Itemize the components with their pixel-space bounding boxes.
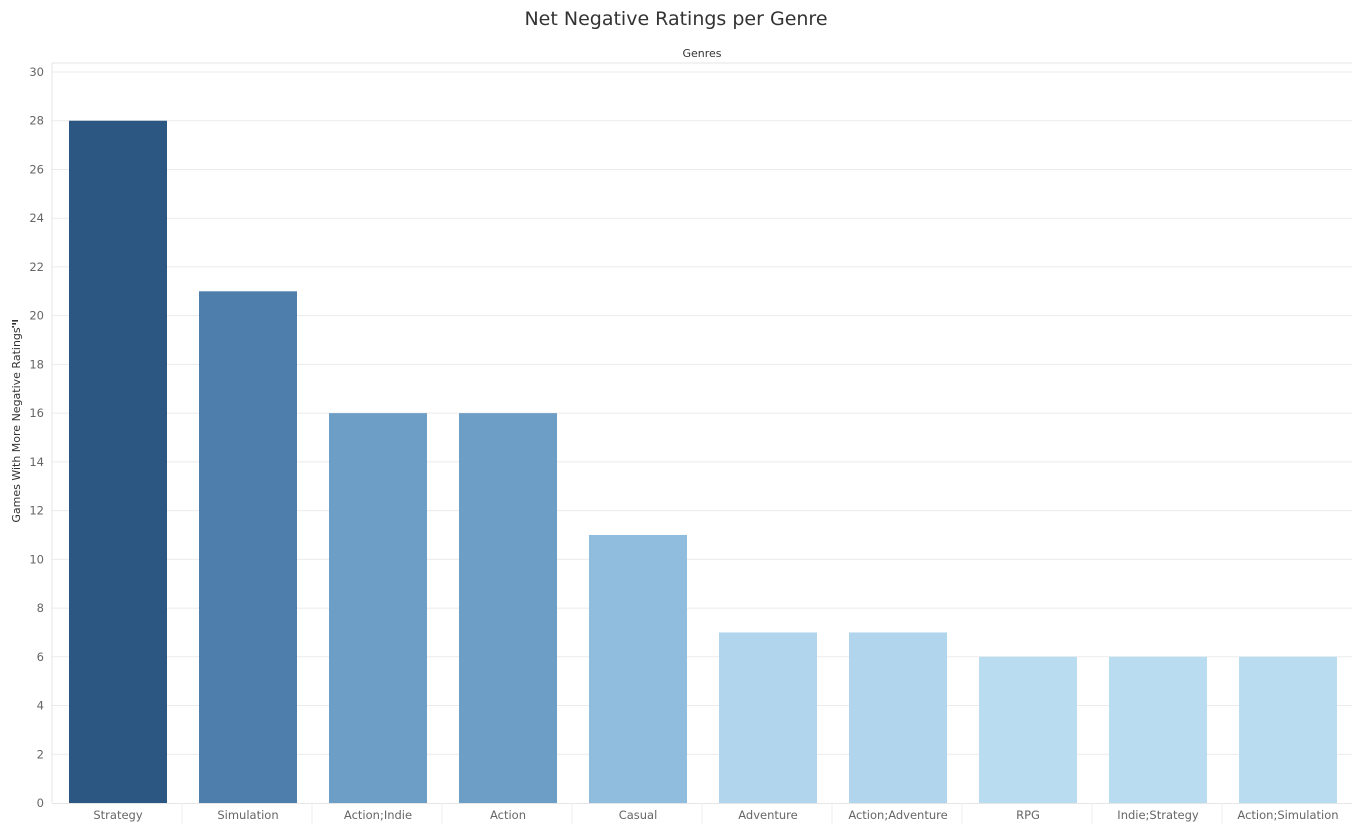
y-tick-label: 8 [37,601,44,615]
y-tick-label: 12 [29,504,44,518]
bar-action-simulation[interactable] [1239,656,1337,803]
bars [69,120,1337,803]
x-category-label: RPG [1016,808,1040,822]
bar-indie-strategy[interactable] [1109,656,1207,803]
y-axis-title-group: Games With More Negative Ratings [10,320,23,523]
x-category-label: Indie;Strategy [1117,808,1199,822]
x-category-label: Action;Simulation [1237,808,1338,822]
y-tick-label: 24 [29,211,44,225]
x-category-label: Action [490,808,526,822]
x-category-label: Casual [619,808,658,822]
y-tick-label: 6 [37,650,44,664]
y-axis-title: Games With More Negative Ratings [10,327,23,523]
y-tick-label: 22 [29,260,44,274]
y-tick-label: 18 [29,357,44,371]
y-tick-label: 20 [29,309,44,323]
bar-simulation[interactable] [199,291,297,803]
sort-descending-icon[interactable] [12,320,18,328]
bar-action[interactable] [459,413,557,803]
x-axis-labels: Strategy Simulation Action;Indie Action Casu… [93,803,1339,824]
y-tick-label: 16 [29,406,44,420]
bar-casual[interactable] [589,534,687,803]
column-header: Genres [682,47,722,60]
y-tick-label: 2 [37,747,44,761]
x-category-label: Action;Indie [344,808,412,822]
y-tick-label: 26 [29,162,44,176]
y-tick-label: 10 [29,552,44,566]
x-category-label: Simulation [217,808,278,822]
bar-rpg[interactable] [979,656,1077,803]
bar-action-adventure[interactable] [849,632,947,803]
y-tick-label: 30 [29,65,44,79]
y-tick-label: 0 [37,796,44,810]
y-tick-label: 4 [37,699,44,713]
chart-title: Net Negative Ratings per Genre [524,8,828,30]
x-category-label: Adventure [738,808,797,822]
y-tick-label: 28 [29,114,44,128]
x-category-label: Strategy [93,808,142,822]
bar-action-indie[interactable] [329,413,427,803]
x-category-label: Action;Adventure [848,808,947,822]
bar-strategy[interactable] [69,120,167,803]
y-tick-label: 14 [29,455,44,469]
bar-adventure[interactable] [719,632,817,803]
